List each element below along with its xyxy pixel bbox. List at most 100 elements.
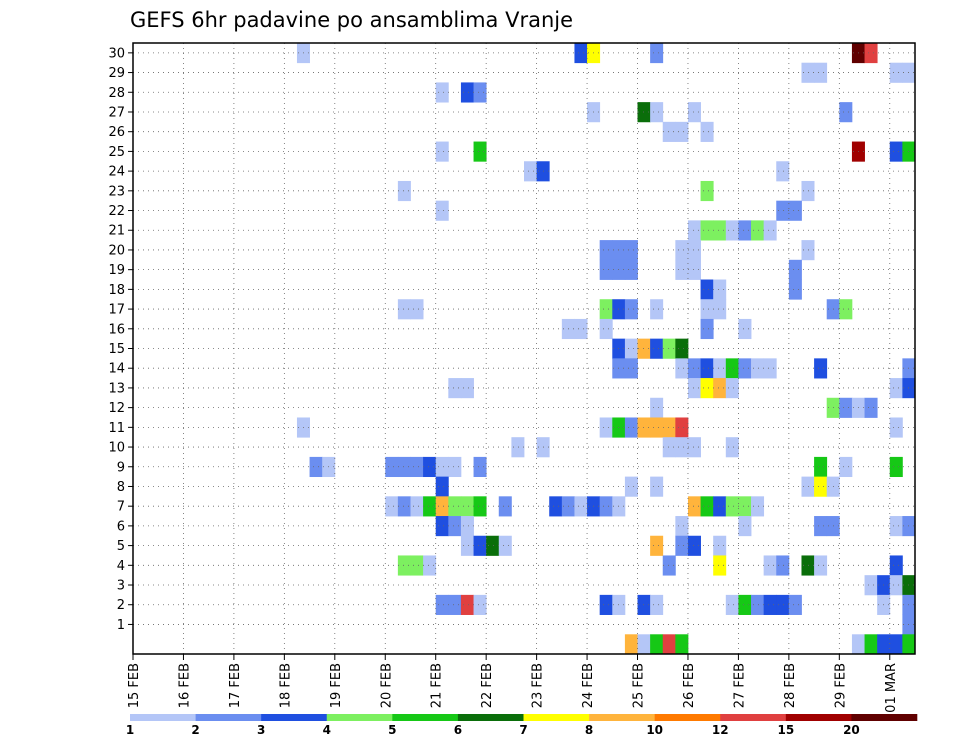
precip-cell: [751, 594, 765, 615]
precip-cell: [624, 417, 638, 438]
precip-cell: [713, 358, 727, 379]
precip-cell: [713, 220, 727, 241]
precip-cell: [435, 456, 449, 478]
precip-cell: [410, 456, 424, 478]
precip-cell: [675, 535, 689, 556]
precip-cell: [713, 555, 727, 576]
precip-cell: [675, 417, 689, 438]
precip-cell: [725, 358, 739, 379]
precip-cell: [423, 555, 437, 576]
legend-swatch: [785, 714, 852, 721]
precip-cell: [713, 378, 727, 399]
legend-swatch: [720, 714, 787, 721]
y-tick-label: 15: [108, 342, 125, 357]
precip-cell: [700, 496, 714, 517]
legend-label: 10: [646, 723, 663, 737]
precip-cell: [902, 634, 916, 655]
precip-cell: [700, 180, 714, 202]
y-tick-label: 29: [108, 66, 125, 81]
precip-cell: [889, 62, 903, 83]
y-tick-label: 12: [108, 401, 125, 416]
precip-cell: [864, 397, 878, 418]
precip-cell: [889, 516, 903, 537]
precip-cell: [738, 358, 752, 379]
precip-cell: [650, 417, 664, 438]
precip-cell: [650, 476, 664, 497]
precip-cell: [662, 338, 676, 359]
precip-cell: [435, 496, 449, 517]
x-tick-label: 29 FEB: [833, 663, 848, 708]
legend-swatch: [457, 714, 524, 721]
precip-cell: [788, 259, 802, 280]
precip-cell: [700, 378, 714, 399]
precip-cell: [650, 102, 664, 123]
precip-cell: [675, 240, 689, 261]
precip-cell: [700, 279, 714, 300]
x-tick-label: 15 FEB: [127, 663, 142, 708]
precip-cell: [624, 338, 638, 359]
legend-label: 4: [323, 723, 331, 737]
precip-cell: [423, 496, 437, 517]
y-tick-label: 24: [108, 165, 125, 180]
legend-label: 7: [519, 723, 527, 737]
precip-cell: [498, 496, 512, 517]
precip-cell: [624, 259, 638, 280]
precip-cell: [448, 594, 462, 615]
y-tick-label: 5: [117, 539, 125, 554]
precip-cell: [675, 634, 689, 655]
precip-cell: [624, 634, 638, 655]
precip-cell: [687, 535, 701, 556]
y-tick-label: 6: [117, 519, 125, 534]
x-tick-label: 24 FEB: [581, 663, 596, 708]
legend-swatch: [195, 714, 262, 721]
precip-cell: [511, 437, 525, 458]
precip-cell: [574, 496, 588, 517]
precip-cell: [524, 161, 538, 182]
precip-cell: [624, 240, 638, 261]
y-tick-label: 22: [108, 204, 125, 219]
precip-cell: [763, 220, 777, 241]
grid-lines: [133, 43, 915, 654]
precip-cell: [473, 535, 487, 556]
x-axis: 15 FEB 16 FEB 17 FEB 18 FEB 19 FEB 20 FEB 21 F…: [127, 654, 899, 713]
y-tick-label: 10: [108, 441, 125, 456]
chart-title: GEFS 6hr padavine po ansamblima Vranje: [130, 8, 573, 32]
precip-cell: [675, 358, 689, 379]
precip-cell: [725, 378, 739, 399]
precip-cell: [675, 259, 689, 280]
precip-cell: [700, 358, 714, 379]
precip-cell: [460, 82, 474, 103]
precip-cell: [751, 496, 765, 517]
x-tick-label: 21 FEB: [430, 663, 445, 708]
precip-cell: [624, 358, 638, 379]
precip-cell: [776, 200, 790, 221]
precip-cell: [650, 338, 664, 359]
precip-cell: [397, 180, 411, 202]
legend-swatch: [392, 714, 459, 721]
precip-cell: [788, 200, 802, 221]
precip-cell: [662, 555, 676, 576]
precip-cell: [650, 594, 664, 615]
precip-cell: [637, 338, 651, 359]
y-tick-label: 28: [108, 86, 125, 101]
precip-cell: [725, 594, 739, 615]
x-tick-label: 20 FEB: [379, 663, 394, 708]
precip-cell: [460, 378, 474, 399]
precip-cell: [675, 338, 689, 359]
precip-cell: [700, 318, 714, 340]
precip-cell: [814, 456, 828, 478]
precip-cell: [687, 437, 701, 458]
precip-cell: [624, 299, 638, 320]
y-tick-label: 25: [108, 145, 125, 160]
legend-label: 1: [126, 723, 134, 737]
precip-cell: [713, 496, 727, 517]
precip-cell: [473, 456, 487, 478]
legend-swatch: [851, 714, 918, 721]
precip-cell: [435, 141, 449, 162]
precip-cell: [839, 456, 853, 478]
precip-cell: [801, 476, 815, 497]
precip-cell: [662, 437, 676, 458]
precip-cell: [889, 575, 903, 596]
y-tick-label: 18: [108, 283, 125, 298]
